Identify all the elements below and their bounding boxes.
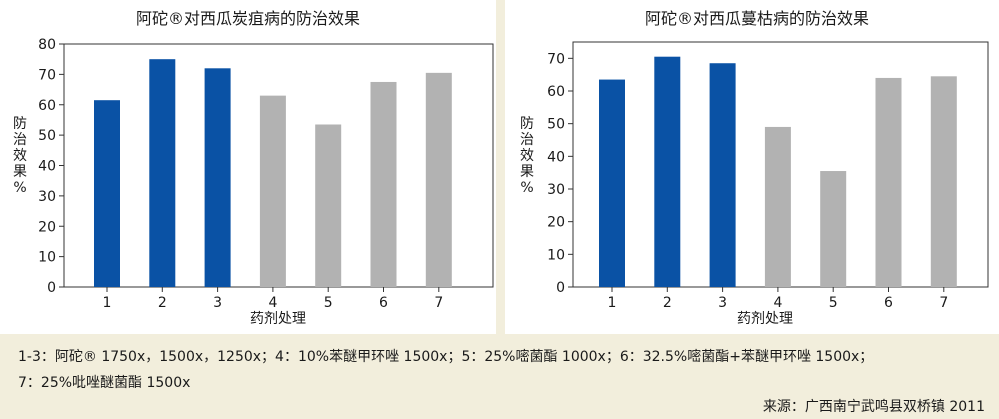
x-axis-label: 药剂处理 xyxy=(737,311,793,327)
bar xyxy=(204,68,231,287)
x-tick-label: 4 xyxy=(268,295,277,311)
chart-anthracnose: 阿砣®对西瓜炭疽病的防治效果 0 10 20 30 40 50 60 70 80 1 2 3 4 5 6 7 药剂… xyxy=(13,9,494,327)
bar xyxy=(315,124,342,288)
x-tick-label: 7 xyxy=(939,295,948,311)
bar xyxy=(149,59,176,287)
y-tick-label: 30 xyxy=(547,182,565,198)
bar xyxy=(764,126,791,287)
bar xyxy=(875,77,902,287)
x-tick-label: 2 xyxy=(158,295,167,311)
bar xyxy=(654,56,681,288)
chart-title: 阿砣®对西瓜蔓枯病的防治效果 xyxy=(645,9,869,28)
y-tick-label: 40 xyxy=(547,149,565,165)
x-tick-label: 6 xyxy=(379,295,388,311)
y-tick-label: 70 xyxy=(38,67,56,83)
x-tick-label: 3 xyxy=(718,295,727,311)
y-tick-label: 30 xyxy=(38,189,56,205)
x-tick-label: 7 xyxy=(434,295,443,311)
x-tick-label: 5 xyxy=(829,295,838,311)
x-tick-label: 6 xyxy=(884,295,893,311)
x-tick-label: 1 xyxy=(103,295,112,311)
y-tick-label: 20 xyxy=(38,219,56,235)
x-tick-label: 1 xyxy=(608,295,617,311)
x-tick-label: 2 xyxy=(663,295,672,311)
bar xyxy=(259,95,286,287)
chart-gummy-stem-blight: 阿砣®对西瓜蔓枯病的防治效果 0 10 20 30 40 50 60 70 1 2 3 4 5 6 7 药剂处理… xyxy=(520,9,989,327)
chart-title: 阿砣®对西瓜炭疽病的防治效果 xyxy=(136,9,360,28)
bar xyxy=(599,79,625,287)
x-axis-label: 药剂处理 xyxy=(250,311,306,327)
y-tick-label: 10 xyxy=(38,250,56,266)
x-tick-label: 4 xyxy=(773,295,782,311)
y-tick-label: 80 xyxy=(38,37,56,53)
y-tick-label: 60 xyxy=(547,84,565,100)
footnote-line-2: 7：25%吡唑醚菌酯 1500x xyxy=(18,375,191,391)
y-tick-label: 50 xyxy=(547,117,565,133)
bar xyxy=(709,63,736,287)
y-tick-label: 0 xyxy=(556,280,565,296)
y-tick-label: 0 xyxy=(47,280,56,296)
y-axis-label: 防治效果% xyxy=(520,116,534,196)
y-tick-label: 60 xyxy=(38,98,56,114)
chart-panel-right: 阿砣®对西瓜蔓枯病的防治效果 0 10 20 30 40 50 60 70 1 2 3 4 5 6 7 药剂处理… xyxy=(505,0,999,334)
y-tick-label: 20 xyxy=(547,215,565,231)
y-axis-label: 防治效果% xyxy=(13,116,27,196)
y-tick-label: 70 xyxy=(547,51,565,67)
y-tick-label: 40 xyxy=(38,159,56,175)
x-tick-label: 5 xyxy=(324,295,333,311)
bar xyxy=(930,76,957,287)
y-tick-label: 50 xyxy=(38,128,56,144)
bar xyxy=(370,81,397,287)
y-tick-label: 10 xyxy=(547,247,565,263)
x-tick-label: 3 xyxy=(213,295,222,311)
footnote-line-1: 1-3：阿砣® 1750x，1500x，1250x；4：10%苯醚甲环唑 150… xyxy=(18,349,874,365)
bar xyxy=(94,100,120,287)
chart-panel-left: 阿砣®对西瓜炭疽病的防治效果 0 10 20 30 40 50 60 70 80 1 2 3 4 5 6 7 药剂… xyxy=(0,0,496,334)
bar xyxy=(820,171,847,287)
bar xyxy=(425,72,452,287)
source-note: 来源：广西南宁武鸣县双桥镇 2011 xyxy=(762,399,985,415)
